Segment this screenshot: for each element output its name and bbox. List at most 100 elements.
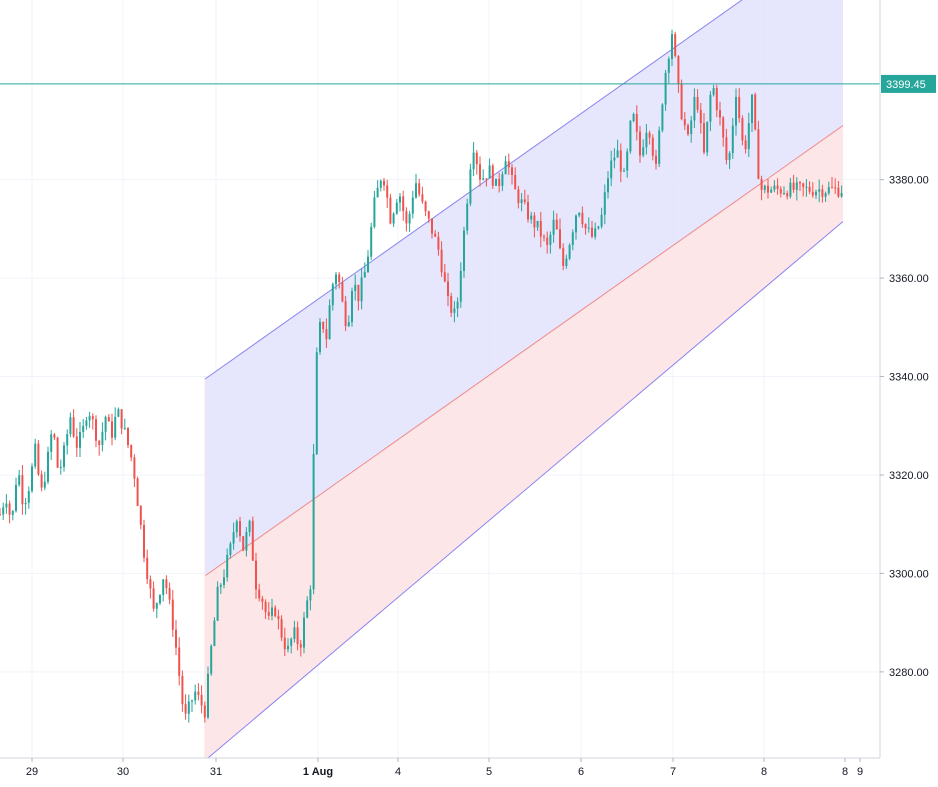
candle-body — [504, 161, 507, 175]
candle-body — [251, 520, 254, 561]
candle-body — [824, 193, 827, 197]
candle-body — [610, 160, 613, 179]
candle-body — [463, 230, 465, 271]
candle-body — [591, 227, 593, 237]
candle-body — [687, 125, 689, 135]
candle-body — [603, 192, 606, 215]
candle-body — [325, 329, 328, 340]
candle-body — [280, 619, 283, 638]
candle-body — [600, 214, 603, 227]
candle-body — [283, 637, 286, 650]
candle-body — [789, 182, 792, 197]
candle-body — [437, 236, 440, 250]
candles-layer — [0, 29, 843, 723]
candle-body — [344, 301, 347, 327]
candle-body — [658, 130, 661, 164]
candle-body — [143, 524, 145, 558]
candle-body — [450, 296, 453, 313]
candle-body — [312, 454, 315, 590]
candle-body — [597, 226, 600, 229]
x-tick-label: 9 — [857, 766, 863, 778]
candle-body — [735, 96, 737, 126]
candle-body — [91, 416, 94, 420]
candle-body — [399, 196, 401, 203]
candle-body — [543, 236, 545, 238]
candle-body — [453, 308, 456, 313]
candle-body — [674, 34, 677, 57]
candle-body — [613, 157, 616, 161]
candle-body — [255, 560, 257, 590]
candle-body — [725, 137, 728, 160]
candle-body — [421, 194, 424, 202]
candle-body — [485, 178, 488, 180]
candle-body — [328, 305, 331, 340]
channel-lower-line — [204, 221, 844, 761]
candle-body — [642, 147, 645, 156]
candle-body — [587, 227, 590, 229]
candle-body — [31, 466, 33, 492]
candle-body — [303, 617, 305, 648]
candle-body — [722, 117, 725, 138]
channel-middle-line — [204, 125, 844, 577]
y-tick-label: 3380.00 — [889, 175, 929, 187]
candle-body — [395, 202, 398, 214]
candle-body — [664, 72, 667, 105]
candle-body — [523, 199, 526, 203]
candle-body — [671, 34, 673, 60]
candle-body — [226, 554, 229, 578]
candle-body — [411, 197, 414, 214]
candle-body — [184, 704, 187, 714]
candle-body — [79, 432, 81, 448]
candle-body — [277, 616, 280, 620]
candle-body — [472, 152, 475, 170]
x-tick-label: 8 — [842, 766, 848, 778]
candle-body — [786, 193, 789, 197]
candle-body — [779, 188, 782, 194]
candle-body — [223, 577, 225, 586]
candle-body — [431, 218, 433, 234]
candle-body — [351, 290, 353, 323]
candle-body — [341, 282, 344, 302]
candle-body — [559, 229, 561, 249]
candle-body — [155, 603, 158, 609]
candle-body — [511, 167, 513, 175]
candle-body — [456, 301, 459, 309]
candle-body — [130, 445, 133, 458]
candle-body — [216, 586, 219, 621]
candle-body — [680, 84, 683, 120]
candle-body — [258, 589, 261, 599]
candle-body — [383, 180, 385, 186]
candle-body — [37, 443, 40, 475]
candle-body — [402, 196, 405, 212]
candle-body — [379, 180, 382, 188]
candle-body — [623, 170, 625, 172]
candle-body — [715, 88, 718, 111]
candle-body — [767, 185, 769, 193]
price-axis-panel — [880, 0, 938, 782]
candle-body — [136, 478, 139, 507]
candle-body — [546, 237, 549, 245]
candle-body — [651, 137, 654, 156]
candle-body — [181, 675, 184, 705]
candle-body — [0, 514, 1, 516]
candle-body — [159, 594, 161, 604]
candle-body — [203, 705, 206, 718]
candle-body — [792, 182, 795, 190]
candle-body — [287, 645, 289, 650]
candle-body — [175, 629, 177, 648]
candle-body — [443, 272, 446, 282]
candle-body — [728, 153, 731, 160]
last-price-label: 3399.45 — [886, 79, 926, 91]
candle-body — [795, 182, 798, 190]
candle-body — [811, 191, 814, 196]
candle-body — [808, 186, 811, 192]
candle-body — [248, 520, 251, 533]
candle-body — [677, 56, 680, 85]
candle-body — [111, 421, 113, 438]
x-tick-label: 31 — [210, 766, 222, 778]
candle-body — [373, 197, 376, 227]
candle-body — [706, 121, 709, 153]
candle-body — [363, 272, 366, 278]
